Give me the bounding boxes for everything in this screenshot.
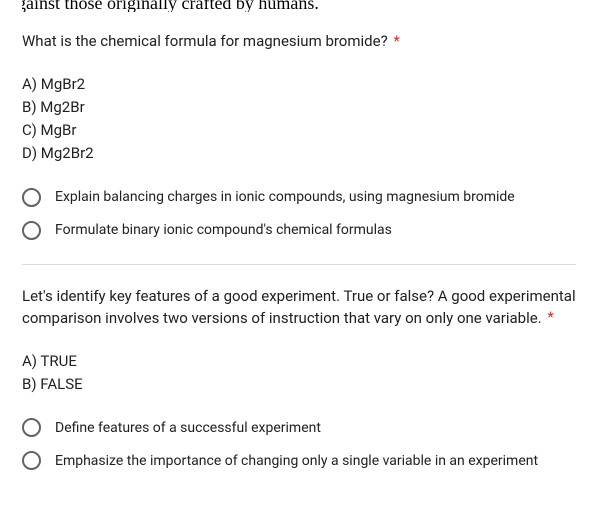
required-mark: *: [547, 308, 553, 326]
q2-radio-option-1[interactable]: Define features of a successful experime…: [22, 418, 576, 437]
q1-option-a: A) MgBr2: [22, 73, 576, 96]
question-2: Let's identify key features of a good ex…: [22, 285, 576, 471]
q1-radio-option-1[interactable]: Explain balancing charges in ionic compo…: [22, 188, 576, 207]
fragment-text: gainst those originally crafted by human…: [22, 0, 319, 12]
question-2-text: Let's identify key features of a good ex…: [22, 285, 576, 330]
q2-answer-choices: A) TRUE B) FALSE: [22, 350, 576, 397]
q1-option-b: B) Mg2Br: [22, 96, 576, 119]
radio-icon: [22, 451, 41, 470]
q2-prompt: Let's identify key features of a good ex…: [22, 287, 576, 328]
question-divider: [22, 264, 576, 265]
q1-radio-label-1: Explain balancing charges in ionic compo…: [55, 189, 515, 205]
q2-radio-option-2[interactable]: Emphasize the importance of changing onl…: [22, 451, 576, 470]
radio-icon: [22, 221, 41, 240]
q2-radio-label-1: Define features of a successful experime…: [55, 420, 321, 436]
q1-prompt: What is the chemical formula for magnesi…: [22, 32, 388, 50]
question-1-text: What is the chemical formula for magnesi…: [22, 30, 576, 53]
cutoff-text-fragment: gainst those originally crafted by human…: [22, 0, 576, 12]
radio-icon: [22, 418, 41, 437]
radio-icon: [22, 188, 41, 207]
q1-radio-label-2: Formulate binary ionic compound's chemic…: [55, 222, 392, 238]
q2-option-a: A) TRUE: [22, 350, 576, 373]
q1-answer-choices: A) MgBr2 B) Mg2Br C) MgBr D) Mg2Br2: [22, 73, 576, 166]
q1-option-d: D) Mg2Br2: [22, 142, 576, 165]
question-1: What is the chemical formula for magnesi…: [22, 30, 576, 240]
q2-option-b: B) FALSE: [22, 373, 576, 396]
required-mark: *: [393, 32, 399, 50]
q1-radio-option-2[interactable]: Formulate binary ionic compound's chemic…: [22, 221, 576, 240]
q2-radio-label-2: Emphasize the importance of changing onl…: [55, 453, 538, 469]
q1-option-c: C) MgBr: [22, 119, 576, 142]
